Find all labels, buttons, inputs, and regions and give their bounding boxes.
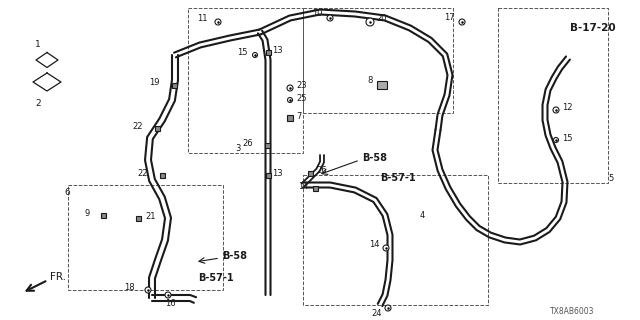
Circle shape (554, 138, 559, 142)
Text: 11: 11 (198, 13, 208, 22)
Circle shape (383, 245, 389, 251)
Text: 12: 12 (562, 102, 573, 111)
Circle shape (215, 19, 221, 25)
Text: TX8AB6003: TX8AB6003 (550, 308, 595, 316)
Bar (100, 212, 106, 218)
Bar (159, 172, 164, 178)
Text: 14: 14 (298, 181, 309, 190)
Text: 17: 17 (444, 12, 455, 21)
Bar (266, 172, 271, 178)
Bar (377, 81, 387, 89)
Bar (172, 83, 177, 87)
Text: B-58: B-58 (222, 251, 247, 261)
Circle shape (327, 15, 333, 21)
Text: 13: 13 (272, 169, 283, 178)
Circle shape (459, 19, 465, 25)
Bar (68, 185, 223, 290)
Text: 15: 15 (562, 133, 573, 142)
Text: 21: 21 (145, 212, 156, 220)
Text: 18: 18 (124, 284, 135, 292)
Text: B-57-1: B-57-1 (380, 173, 415, 183)
Circle shape (553, 107, 559, 113)
Text: 22: 22 (132, 122, 143, 131)
Circle shape (385, 305, 391, 311)
Text: 5: 5 (608, 173, 613, 182)
Text: 23: 23 (296, 81, 307, 90)
Circle shape (165, 292, 171, 298)
Text: 1: 1 (35, 39, 41, 49)
Bar (266, 50, 271, 54)
Text: 3: 3 (235, 143, 241, 153)
Text: 22: 22 (138, 169, 148, 178)
Text: 15: 15 (237, 47, 248, 57)
Bar (498, 8, 608, 183)
Text: 6: 6 (64, 188, 70, 196)
Text: 2: 2 (35, 99, 41, 108)
Text: 10: 10 (312, 9, 323, 18)
Bar (136, 215, 141, 220)
Circle shape (253, 52, 257, 58)
Bar (303, 8, 453, 113)
Circle shape (145, 287, 151, 293)
Bar (264, 142, 269, 148)
Text: B-58: B-58 (362, 153, 387, 163)
Circle shape (366, 18, 374, 26)
Text: 19: 19 (150, 77, 160, 86)
Bar (287, 115, 293, 121)
Text: 26: 26 (243, 139, 253, 148)
Text: FR.: FR. (50, 272, 66, 282)
Text: 16: 16 (165, 300, 175, 308)
Text: 13: 13 (272, 45, 283, 54)
Bar (312, 186, 317, 190)
Bar (307, 171, 312, 175)
Circle shape (287, 85, 293, 91)
Text: B-17-20: B-17-20 (570, 23, 616, 33)
Text: 4: 4 (420, 211, 425, 220)
Bar (154, 125, 159, 131)
Text: B-57-1: B-57-1 (198, 273, 234, 283)
Bar (188, 8, 303, 153)
Text: 25: 25 (296, 93, 307, 102)
Text: 8: 8 (367, 76, 373, 84)
Circle shape (287, 98, 292, 102)
Text: 9: 9 (84, 209, 90, 218)
Text: 14: 14 (369, 239, 380, 249)
Text: 7: 7 (296, 111, 301, 121)
Bar (303, 175, 488, 305)
Text: 24: 24 (371, 308, 382, 317)
Text: 26: 26 (316, 165, 326, 174)
Text: 20: 20 (376, 13, 387, 22)
